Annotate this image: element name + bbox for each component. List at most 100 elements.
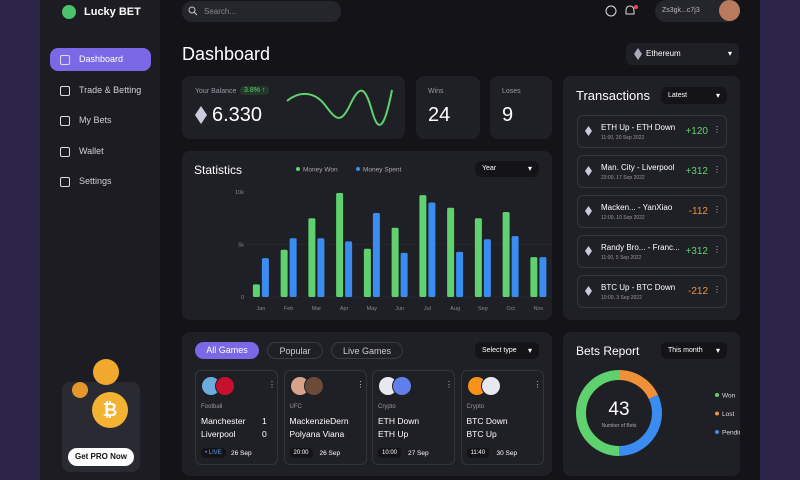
x-tick-label: Aug [450, 306, 460, 312]
game-card[interactable] [195, 370, 278, 465]
bar [419, 195, 427, 297]
eth-icon [585, 166, 592, 176]
legend-label: Money Won [303, 167, 338, 174]
game-date: 26 Sep [319, 450, 341, 457]
bar [447, 207, 455, 297]
more-menu[interactable]: ⋮ [713, 285, 721, 294]
legend-label: Pending [722, 430, 740, 437]
more-menu[interactable]: ⋮ [713, 125, 721, 134]
nav-item[interactable]: My Bets [79, 115, 112, 125]
team-name: Manchester [201, 416, 246, 426]
nav-item[interactable]: Wallet [79, 145, 104, 156]
y-tick-label: 0 [241, 295, 244, 301]
game-tab[interactable]: Popular [267, 342, 323, 359]
brand: Lucky BET [84, 6, 141, 18]
nav-item[interactable]: Dashboard [79, 54, 124, 64]
nav-icon [60, 146, 70, 157]
bar [317, 238, 325, 297]
team-logo [480, 376, 501, 396]
transaction-amount: +120 [685, 126, 708, 137]
transaction-item[interactable] [577, 275, 727, 308]
legend-dot [356, 167, 360, 171]
more-menu[interactable]: ⋮ [713, 205, 721, 214]
legend-dot [715, 411, 719, 416]
change-value: 3.8% [244, 87, 260, 94]
transaction-item[interactable] [577, 155, 727, 188]
transactions-title: Transactions [576, 88, 650, 103]
more-menu[interactable]: ⋮ [445, 380, 453, 389]
eth-icon [585, 206, 592, 216]
team-name: BTC Down [466, 416, 508, 426]
wallet-pill[interactable] [655, 0, 740, 22]
nav-active[interactable] [50, 48, 151, 71]
x-tick-label: Nov [533, 306, 543, 312]
game-tab[interactable]: Live Games [331, 342, 403, 359]
transactions-filter[interactable]: Latest [661, 87, 727, 104]
legend-label: Lost [722, 411, 734, 418]
legend-dot [296, 167, 300, 171]
game-tab[interactable]: All Games [195, 342, 259, 359]
more-menu[interactable]: ⋮ [533, 380, 542, 389]
search-placeholder: Search... [204, 7, 237, 16]
x-tick-label: Jan [256, 306, 265, 312]
more-menu[interactable]: ⋮ [713, 165, 721, 174]
more-menu[interactable]: ⋮ [268, 380, 276, 389]
bar [539, 257, 547, 297]
statistics-chart: Statistics Money Won Money Spent 0 5k 10k Jan F… [194, 163, 552, 312]
chart-title: Statistics [194, 163, 242, 177]
transaction-date: 10:00, 3 Sep 2022 [601, 295, 642, 301]
bar [363, 248, 371, 297]
type-select[interactable]: Select type [475, 342, 539, 359]
x-tick-label: Sep [478, 306, 488, 312]
bar [502, 211, 510, 297]
nav-icon [60, 177, 70, 187]
bar [345, 241, 353, 297]
team-score: 0 [262, 429, 267, 439]
nav-item[interactable]: Settings [79, 176, 112, 186]
balance-card [182, 76, 405, 139]
transaction-amount: -112 [688, 206, 708, 217]
game-time: 20:00 [289, 448, 313, 458]
period-select[interactable]: Year [475, 161, 539, 177]
x-tick-label: Oct [506, 306, 515, 312]
game-card[interactable] [372, 370, 455, 465]
coins: ₿ [72, 359, 128, 428]
eth-icon [634, 48, 642, 60]
more-menu[interactable]: ⋮ [356, 380, 365, 389]
more-menu[interactable]: ⋮ [713, 245, 721, 254]
currency-select[interactable]: Ethereum [626, 43, 739, 65]
bar [483, 239, 491, 297]
game-card[interactable] [283, 370, 367, 465]
avatar[interactable] [719, 0, 740, 21]
transactions-card [563, 76, 740, 320]
x-tick-label: Mar [312, 306, 322, 312]
donut-segment [576, 370, 620, 456]
balance-change: 3.8% ↑ [240, 86, 270, 95]
svg-text:₿: ₿ [103, 400, 118, 420]
search-box[interactable] [182, 1, 341, 22]
nav-icon [60, 85, 70, 96]
get-pro-button[interactable]: Get PRO Now [68, 448, 134, 466]
game-date: 30 Sep [496, 450, 518, 457]
transaction-item[interactable] [577, 115, 727, 148]
bets-period-select[interactable]: This month [661, 342, 727, 359]
transaction-item[interactable] [577, 235, 727, 268]
nav-item[interactable]: Trade & Betting [79, 84, 142, 95]
transaction-item[interactable] [577, 195, 727, 228]
transaction-title: Macken... - YanXiao [601, 203, 673, 212]
bar [400, 252, 408, 297]
team-name: Liverpool [201, 429, 236, 439]
top-icons[interactable] [604, 4, 640, 18]
game-card[interactable] [460, 370, 544, 465]
balance-sparkline [286, 89, 393, 126]
chart-title: Bets Report [576, 344, 640, 358]
legend-label: Money Spent [363, 167, 401, 174]
transaction-title: BTC Up - BTC Down [601, 283, 676, 292]
wins-card [416, 76, 480, 139]
eth-icon [585, 286, 592, 296]
game-date: 26 Sep [231, 450, 252, 457]
x-tick-label: Jul [424, 306, 431, 312]
team-name: BTC Up [466, 429, 497, 439]
wins-value: 24 [428, 104, 451, 126]
